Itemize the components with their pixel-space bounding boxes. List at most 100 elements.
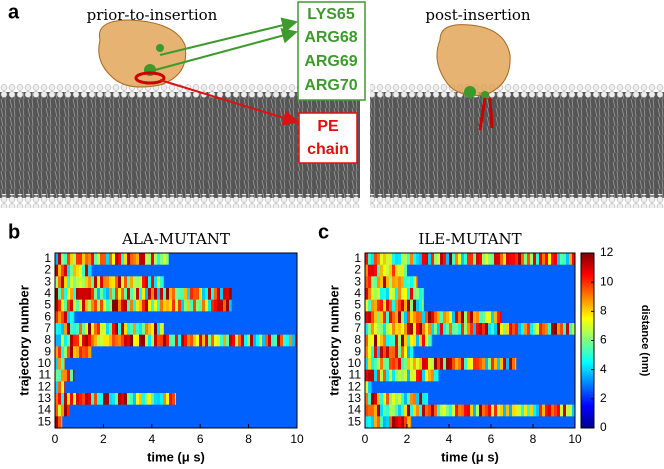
noise-cell: [395, 264, 399, 277]
noise-cell: [277, 334, 281, 347]
noise-cell: [410, 358, 414, 370]
noise-cell: [133, 276, 137, 289]
inserted-segment: [423, 288, 575, 300]
noise-cell: [151, 299, 155, 312]
inserted-segment: [407, 264, 575, 277]
noise-cell: [491, 358, 495, 370]
noise-cell: [446, 311, 450, 324]
noise-cell: [392, 369, 396, 382]
y-tick-label: 11: [349, 368, 362, 382]
noise-cell: [88, 276, 92, 289]
noise-cell: [383, 416, 387, 429]
noise-cell: [425, 323, 429, 335]
noise-cell: [175, 288, 179, 300]
noise-cell: [202, 334, 206, 347]
noise-cell: [365, 264, 369, 277]
noise-cell: [398, 358, 402, 370]
noise-cell: [55, 323, 59, 335]
noise-cell: [259, 334, 263, 347]
noise-cell: [422, 358, 426, 370]
noise-cell: [368, 299, 372, 312]
noise-cell: [64, 299, 68, 312]
noise-cell: [551, 404, 555, 417]
noise-cell: [130, 393, 134, 405]
noise-cell: [142, 299, 146, 312]
noise-cell: [386, 346, 390, 359]
noise-cell: [479, 323, 483, 335]
noise-cell: [440, 358, 444, 370]
noise-cell: [139, 323, 143, 335]
noise-cell: [488, 253, 492, 265]
noise-cell: [292, 334, 296, 347]
noise-cell: [374, 346, 378, 359]
noise-cell: [184, 334, 188, 347]
noise-cell: [103, 288, 107, 300]
noise-cell: [172, 299, 176, 312]
noise-cell: [79, 346, 83, 359]
noise-cell: [434, 358, 438, 370]
noise-cell: [67, 334, 71, 347]
noise-cell: [157, 276, 161, 289]
noise-cell: [115, 393, 119, 405]
noise-cell: [55, 299, 59, 312]
noise-cell: [407, 346, 411, 359]
noise-cell: [136, 323, 140, 335]
noise-cell: [401, 253, 405, 265]
noise-cell: [569, 253, 573, 265]
noise-cell: [169, 393, 173, 405]
noise-cell: [413, 323, 417, 335]
noise-cell: [398, 288, 402, 300]
noise-cell: [479, 358, 483, 370]
noise-cell: [383, 288, 387, 300]
noise-cell: [386, 404, 390, 417]
noise-cell: [392, 323, 396, 335]
noise-cell: [85, 393, 89, 405]
y-tick-label: 10: [348, 356, 362, 370]
noise-cell: [130, 323, 134, 335]
noise-cell: [374, 358, 378, 370]
noise-cell: [398, 416, 402, 429]
inserted-segment: [168, 253, 297, 265]
noise-cell: [121, 253, 125, 265]
noise-cell: [371, 253, 375, 265]
noise-cell: [404, 358, 408, 370]
noise-cell: [127, 276, 131, 289]
noise-cell: [368, 416, 372, 429]
noise-cell: [365, 311, 369, 324]
noise-cell: [470, 404, 474, 417]
noise-cell: [392, 334, 396, 347]
noise-cell: [112, 253, 116, 265]
protein-right: [436, 24, 511, 131]
noise-cell: [479, 311, 483, 324]
noise-cell: [118, 253, 122, 265]
noise-cell: [485, 311, 489, 324]
noise-cell: [253, 334, 257, 347]
noise-cell: [488, 404, 492, 417]
noise-cell: [479, 404, 483, 417]
x-tick-label: 0: [52, 432, 59, 446]
noise-cell: [383, 264, 387, 277]
noise-cell: [124, 393, 128, 405]
noise-cell: [88, 334, 92, 347]
noise-cell: [64, 276, 68, 289]
noise-cell: [389, 358, 393, 370]
noise-cell: [154, 288, 158, 300]
noise-cell: [428, 334, 432, 347]
noise-cell: [166, 393, 170, 405]
noise-cell: [440, 404, 444, 417]
noise-cell: [386, 334, 390, 347]
noise-cell: [91, 299, 95, 312]
noise-cell: [458, 404, 462, 417]
noise-cell: [371, 276, 375, 289]
noise-cell: [521, 253, 525, 265]
noise-cell: [55, 253, 59, 265]
noise-cell: [133, 393, 137, 405]
noise-cell: [407, 334, 411, 347]
noise-cell: [130, 334, 134, 347]
noise-cell: [58, 393, 62, 405]
noise-cell: [449, 311, 453, 324]
noise-cell: [211, 288, 215, 300]
noise-cell: [422, 393, 426, 405]
noise-cell: [398, 404, 402, 417]
noise-cell: [151, 393, 155, 405]
